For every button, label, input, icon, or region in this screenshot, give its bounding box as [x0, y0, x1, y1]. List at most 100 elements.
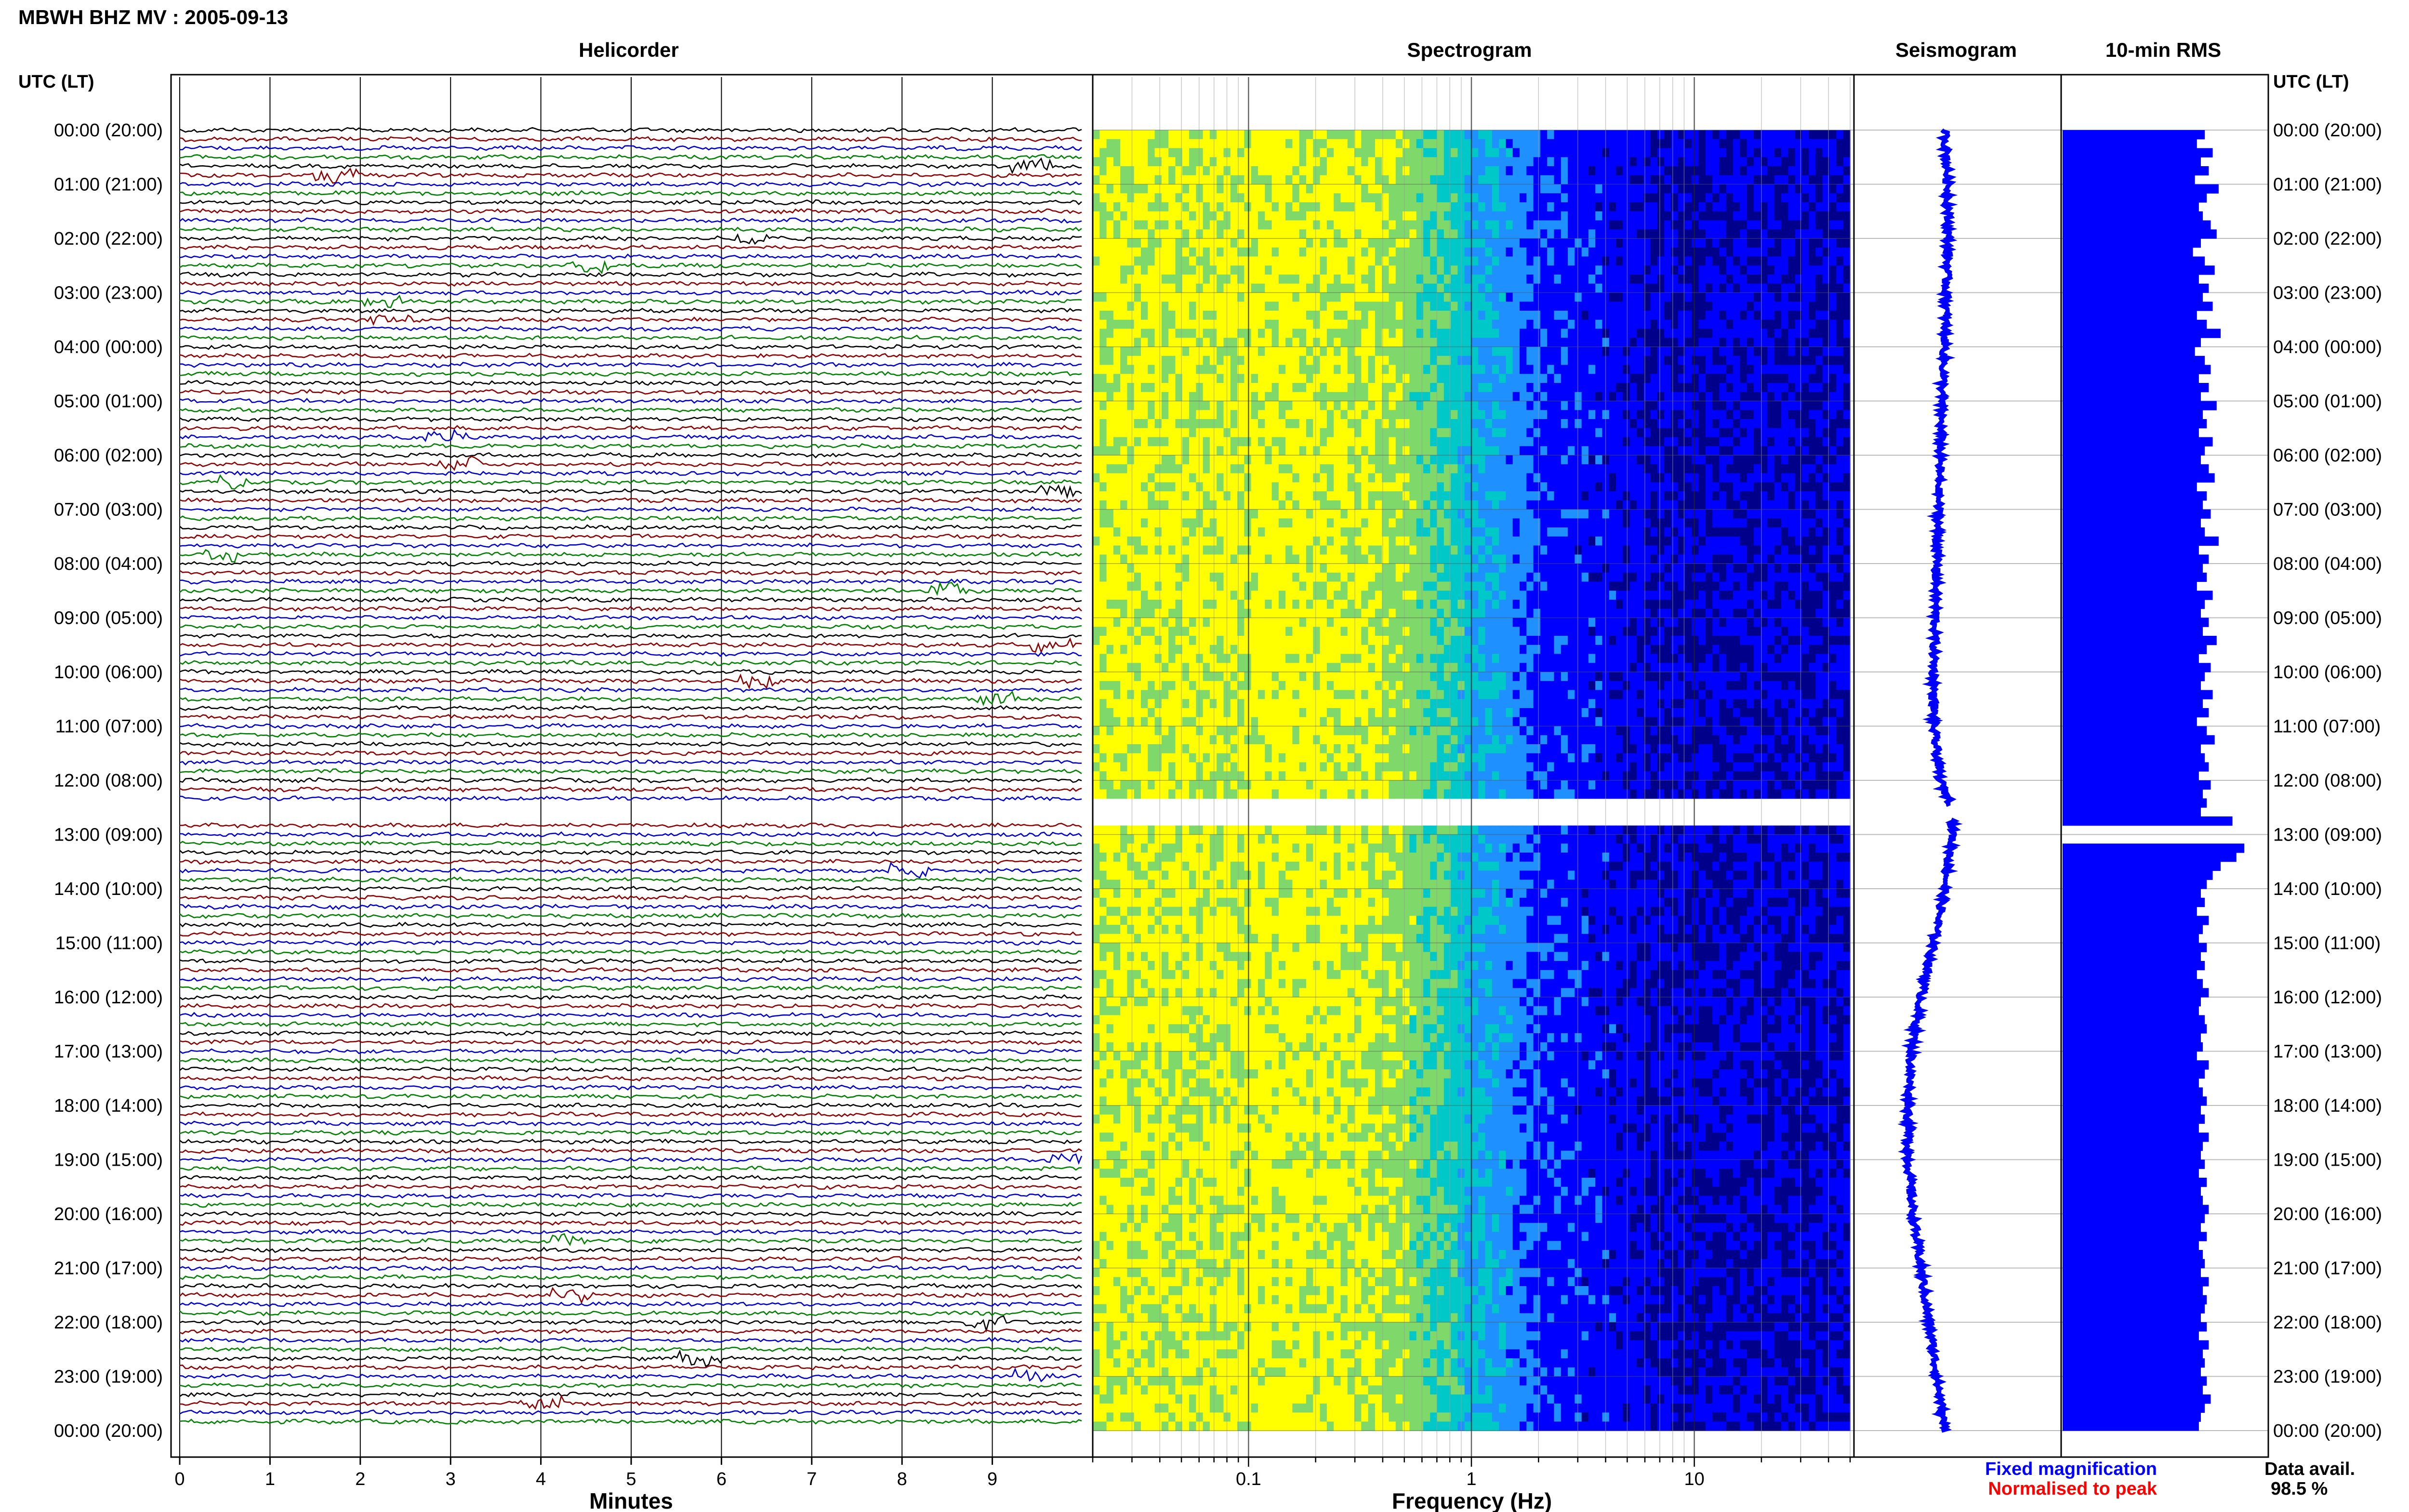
spectrogram-cell [1588, 275, 1596, 284]
spectrogram-cell [1629, 130, 1637, 140]
spectrogram-cell [1829, 338, 1837, 347]
spectrogram-cell [1265, 311, 1272, 320]
spectrogram-cell [1843, 329, 1851, 339]
spectrogram-cell [1705, 437, 1713, 447]
spectrogram-cell [1209, 473, 1217, 483]
spectrogram-cell [1403, 500, 1410, 510]
spectrogram-cell [1168, 329, 1176, 339]
spectrogram-cell [1409, 275, 1417, 284]
spectrogram-cell [1512, 211, 1520, 221]
spectrogram-cell [1767, 319, 1775, 329]
spectrogram-cell [1189, 302, 1197, 311]
spectrogram-cell [1464, 202, 1472, 212]
spectrogram-cell [1575, 446, 1582, 456]
spectrogram-cell [1685, 229, 1693, 239]
spectrogram-cell [1788, 220, 1796, 230]
spectrogram-cell [1148, 220, 1155, 230]
spectrogram-cell [1134, 464, 1141, 474]
spectrogram-cell [1629, 518, 1637, 528]
spectrogram-cell [1485, 193, 1493, 203]
spectrogram-cell [1595, 148, 1603, 158]
spectrogram-cell [1533, 139, 1541, 149]
spectrogram-cell [1561, 491, 1568, 501]
spectrogram-cell [1623, 428, 1630, 438]
spectrogram-cell [1093, 157, 1100, 167]
spectrogram-cell [1416, 419, 1424, 429]
spectrogram-cell [1664, 220, 1672, 230]
spectrogram-cell [1781, 374, 1789, 383]
spectrogram-cell [1685, 329, 1693, 339]
spectrogram-cell [1175, 500, 1183, 510]
spectrogram-cell [1106, 256, 1114, 266]
spectrogram-cell [1685, 464, 1693, 474]
helicorder-trace [179, 741, 1082, 748]
spectrogram-cell [1340, 464, 1348, 474]
spectrogram-cell [1326, 392, 1334, 402]
spectrogram-cell [1313, 500, 1321, 510]
spectrogram-cell [1809, 265, 1816, 275]
spectrogram-cell [1733, 292, 1741, 302]
spectrogram-cell [1478, 283, 1486, 293]
spectrogram-cell [1395, 383, 1403, 393]
spectrogram-cell [1113, 211, 1121, 221]
spectrogram-cell [1692, 347, 1699, 356]
spectrogram-cell [1478, 464, 1486, 474]
spectrogram-cell [1705, 365, 1713, 375]
spectrogram-cell [1733, 491, 1741, 501]
spectrogram-cell [1788, 302, 1796, 311]
spectrogram-cell [1671, 355, 1679, 366]
spectrogram-cell [1836, 392, 1844, 402]
helicorder-trace [179, 1265, 1082, 1271]
spectrogram-cell [1623, 518, 1630, 528]
spectrogram-cell [1168, 130, 1176, 140]
spectrogram-cell [1643, 410, 1651, 420]
spectrogram-cell [1526, 392, 1534, 402]
spectrogram-cell [1774, 220, 1782, 230]
spectrogram-cell [1829, 193, 1837, 203]
spectrogram-cell [1423, 401, 1431, 411]
spectrogram-cell [1809, 500, 1816, 510]
spectrogram-cell [1320, 437, 1327, 447]
spectrogram-cell [1361, 302, 1369, 311]
spectrogram-cell [1540, 256, 1548, 266]
spectrogram-cell [1740, 428, 1747, 438]
spectrogram-cell [1726, 319, 1734, 329]
spectrogram-cell [1774, 455, 1782, 465]
spectrogram-cell [1203, 437, 1210, 447]
spectrogram-cell [1141, 500, 1149, 510]
spectrogram-cell [1443, 311, 1451, 320]
spectrogram-cell [1437, 319, 1444, 329]
spectrogram-cell [1478, 383, 1486, 393]
spectrogram-cell [1230, 184, 1238, 194]
spectrogram-cell [1575, 238, 1582, 248]
spectrogram-cell [1347, 383, 1355, 393]
spectrogram-cell [1382, 365, 1390, 375]
spectrogram-cell [1292, 283, 1300, 293]
spectrogram-cell [1788, 355, 1796, 366]
spectrogram-cell [1554, 139, 1562, 149]
spectrogram-cell [1313, 347, 1321, 356]
spectrogram-cell [1285, 238, 1293, 248]
spectrogram-cell [1815, 256, 1823, 266]
spectrogram-cell [1836, 184, 1844, 194]
spectrogram-cell [1629, 329, 1637, 339]
spectrogram-cell [1354, 446, 1362, 456]
spectrogram-cell [1340, 184, 1348, 194]
spectrogram-cell [1093, 464, 1100, 474]
spectrogram-cell [1561, 175, 1568, 185]
spectrogram-cell [1506, 184, 1513, 194]
spectrogram-cell [1403, 437, 1410, 447]
spectrogram-cell [1726, 302, 1734, 311]
spectrogram-cell [1141, 238, 1149, 248]
spectrogram-cell [1712, 410, 1720, 420]
spectrogram-cell [1719, 184, 1727, 194]
spectrogram-cell [1643, 392, 1651, 402]
spectrogram-cell [1127, 329, 1135, 339]
spectrogram-cell [1395, 139, 1403, 149]
spectrogram-cell [1340, 166, 1348, 176]
spectrogram-cell [1230, 275, 1238, 284]
spectrogram-cell [1251, 419, 1258, 429]
spectrogram-cell [1113, 130, 1121, 140]
spectrogram-cell [1127, 446, 1135, 456]
spectrogram-cell [1506, 166, 1513, 176]
